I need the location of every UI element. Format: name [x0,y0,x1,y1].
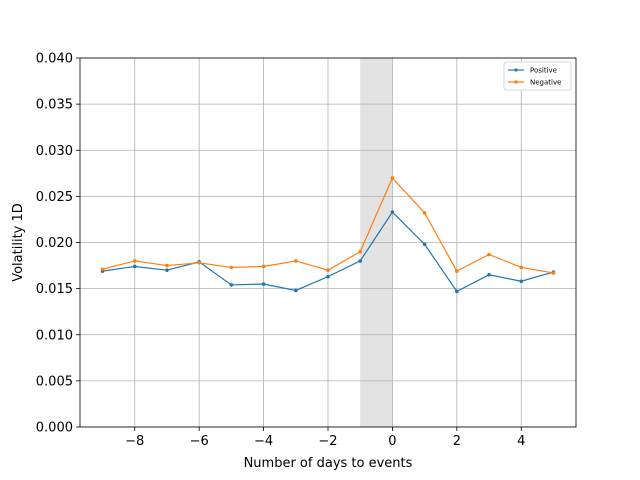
data-point [326,274,330,279]
data-point [261,264,266,269]
data-point [519,279,524,284]
data-point [132,259,137,263]
data-point [293,259,298,263]
y-tick-label: 0.000 [36,421,73,436]
axis-ticks: −8 −6 −4 −2 0 2 4 0.000 0.005 0.010 0.015 0.020 0.02… [36,52,526,450]
y-tick-label: 0.015 [36,282,73,297]
data-point [422,211,427,215]
y-axis-label: Volatility 1D [11,203,26,282]
x-axis-label: Number of days to events [244,456,413,471]
legend-box [503,61,572,91]
data-point [390,210,395,214]
data-point [422,242,427,247]
x-tick-label: 2 [453,434,461,449]
y-tick-label: 0.010 [36,328,73,343]
data-point [261,282,266,286]
data-point [132,264,137,269]
data-point [455,289,459,294]
legend-label: Positive [530,67,557,75]
data-point [197,260,201,265]
legend: Positive Negative [503,61,572,91]
x-tick-label: 4 [517,434,525,449]
series-lines [100,176,556,294]
data-point [455,269,459,273]
data-point [165,263,169,268]
data-point [229,265,234,270]
data-point [326,268,330,272]
data-point [390,176,395,180]
y-tick-label: 0.030 [36,144,73,159]
data-point [165,268,169,272]
data-point [519,265,524,270]
data-point [358,259,363,263]
data-point [551,271,556,275]
y-tick-label: 0.025 [36,190,73,205]
data-point [229,283,234,287]
legend-marker [514,80,518,84]
data-point [487,252,491,257]
y-tick-label: 0.005 [36,374,73,389]
data-point [487,272,491,277]
x-tick-label: −6 [190,434,209,449]
x-tick-label: −2 [318,434,337,449]
data-point [100,267,105,272]
data-point [358,249,363,254]
x-tick-label: −4 [254,434,273,449]
y-tick-label: 0.040 [36,52,73,67]
legend-marker [514,68,518,72]
legend-label: Negative [530,79,561,87]
y-tick-label: 0.020 [36,236,73,251]
data-point [293,288,298,293]
x-tick-label: 0 [388,434,396,449]
y-tick-label: 0.035 [36,98,73,113]
x-tick-label: −8 [125,434,144,449]
